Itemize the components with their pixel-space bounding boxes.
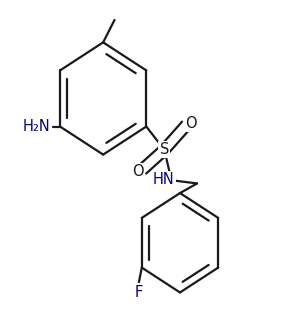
Text: O: O xyxy=(132,164,144,179)
Text: S: S xyxy=(160,142,169,157)
Text: F: F xyxy=(135,285,143,300)
Text: O: O xyxy=(185,116,197,131)
Text: HN: HN xyxy=(153,172,174,187)
Text: H₂N: H₂N xyxy=(23,119,50,134)
